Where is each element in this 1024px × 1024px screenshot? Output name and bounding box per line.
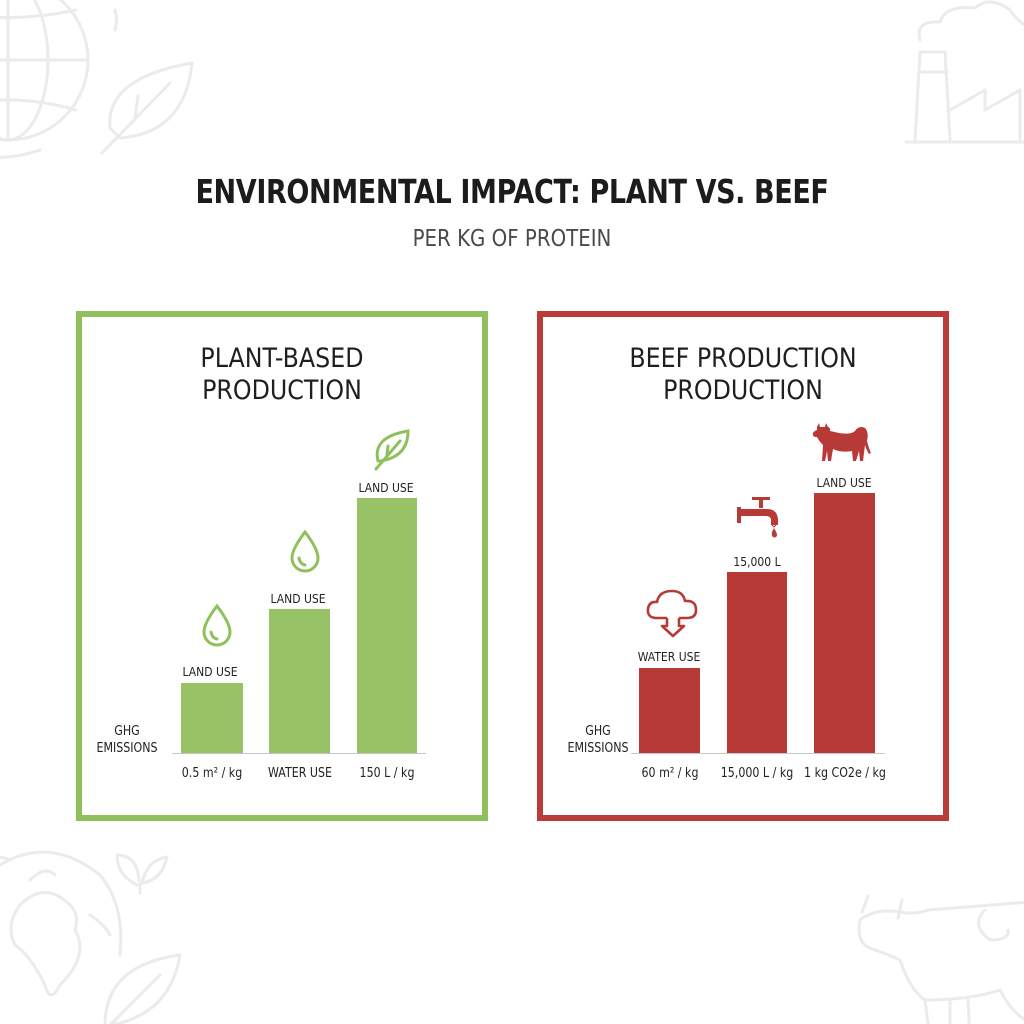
x-axis-line	[172, 753, 426, 754]
beef-production-panel: BEEF PRODUCTION PRODUCTION GHG EMISSIONS…	[537, 311, 949, 821]
bar-top-label: LAND USE	[816, 476, 872, 490]
bar-15000-l	[727, 572, 787, 753]
cloud-download-icon	[645, 588, 701, 643]
factory-icon	[903, 0, 1024, 155]
bar-top-label: LAND USE	[182, 665, 238, 679]
water-drop-icon	[288, 529, 322, 578]
bar-land-use-3	[357, 498, 417, 753]
cow-icon	[811, 423, 873, 468]
page-title: ENVIRONMENTAL IMPACT: PLANT VS. BEEF	[195, 172, 829, 211]
cow-icon	[850, 890, 1024, 1024]
y-axis-label: GHG EMISSIONS	[96, 724, 158, 756]
bar-land-use-2	[269, 609, 330, 753]
globe-icon	[0, 0, 140, 185]
earth-africa-icon	[0, 835, 140, 1024]
x-axis-label: 150 L / kg	[359, 766, 415, 781]
y-axis-label: GHG EMISSIONS	[567, 724, 629, 756]
leaf-icon	[100, 58, 200, 163]
x-axis-label: WATER USE	[267, 766, 333, 781]
sprout-icon	[112, 845, 172, 900]
beef-panel-title: BEEF PRODUCTION PRODUCTION	[629, 343, 857, 406]
water-drop-icon	[200, 603, 234, 652]
bar-land-use	[814, 493, 875, 753]
x-axis-label: 60 m² / kg	[641, 766, 699, 781]
x-axis-line	[631, 753, 885, 754]
plant-panel-title: PLANT-BASED PRODUCTION	[200, 343, 364, 406]
bar-land-use-1	[181, 683, 243, 753]
page-subtitle: PER KG OF PROTEIN	[412, 226, 612, 252]
x-axis-label: 1 kg CO2e / kg	[804, 766, 886, 781]
leaf-icon	[370, 427, 414, 476]
bar-top-label: 15,000 L	[733, 555, 781, 569]
faucet-icon	[737, 497, 783, 550]
bar-top-label: LAND USE	[358, 481, 414, 495]
leaf-icon	[95, 945, 185, 1024]
x-axis-label: 0.5 m² / kg	[181, 766, 243, 781]
x-axis-label: 15,000 L / kg	[720, 766, 794, 781]
bar-top-label: WATER USE	[637, 650, 701, 664]
bar-water-use	[639, 668, 700, 753]
plant-based-panel: PLANT-BASED PRODUCTION GHG EMISSIONS LAN…	[76, 311, 488, 821]
bar-top-label: LAND USE	[270, 592, 326, 606]
